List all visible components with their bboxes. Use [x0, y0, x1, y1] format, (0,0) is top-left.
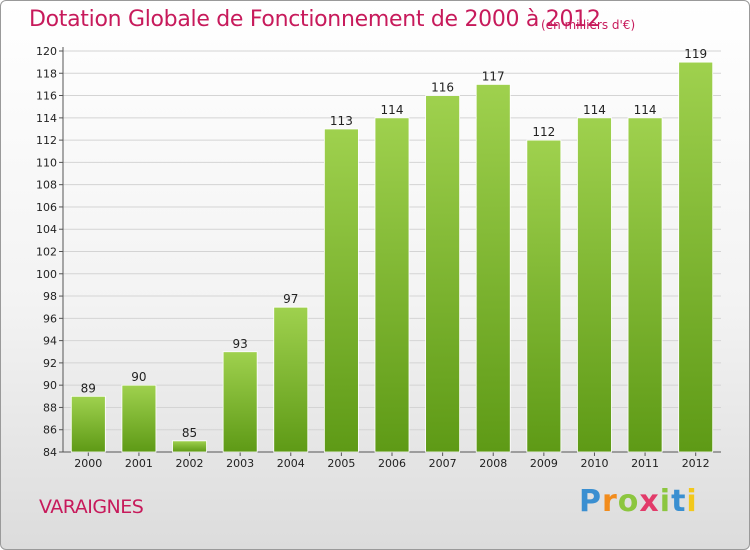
x-tick-label: 2000	[74, 457, 102, 470]
y-tick-label: 86	[43, 424, 57, 437]
logo-letter: r	[602, 484, 618, 519]
bar	[678, 61, 714, 453]
data-label: 114	[381, 103, 404, 117]
bar	[526, 139, 562, 453]
y-tick-label: 116	[36, 90, 57, 103]
data-label: 85	[182, 426, 197, 440]
logo-letter: i	[659, 484, 672, 519]
data-label: 113	[330, 114, 353, 128]
data-label: 93	[233, 337, 248, 351]
bar	[374, 117, 410, 453]
bar	[70, 395, 106, 453]
commune-name: VARAIGNES	[39, 496, 144, 518]
y-tick-label: 114	[36, 112, 57, 125]
x-tick-label: 2002	[176, 457, 204, 470]
x-tick-label: 2001	[125, 457, 153, 470]
y-tick-label: 110	[36, 156, 57, 169]
bar	[172, 440, 207, 453]
bar	[323, 128, 359, 453]
y-tick-label: 104	[36, 223, 57, 236]
bar	[627, 117, 663, 453]
bar	[273, 306, 309, 453]
y-tick-label: 92	[43, 357, 57, 370]
y-tick-label: 112	[36, 134, 57, 147]
logo-letter: t	[671, 484, 687, 519]
x-tick-label: 2008	[479, 457, 507, 470]
y-tick-label: 118	[36, 67, 57, 80]
data-label: 90	[131, 370, 146, 384]
bar	[425, 95, 461, 453]
data-label: 117	[482, 69, 505, 83]
bars	[70, 61, 714, 453]
data-label: 116	[431, 81, 454, 95]
y-tick-label: 120	[36, 45, 57, 58]
x-tick-label: 2007	[429, 457, 457, 470]
x-tick-label: 2012	[682, 457, 710, 470]
data-label: 112	[532, 125, 555, 139]
x-tick-label: 2011	[631, 457, 659, 470]
unit-note: (en milliers d'€)	[541, 18, 636, 32]
logo-letter: P	[579, 484, 602, 519]
y-tick-label: 94	[43, 335, 57, 348]
y-tick-label: 102	[36, 246, 57, 259]
y-tick-label: 98	[43, 290, 57, 303]
x-tick-label: 2005	[327, 457, 355, 470]
logo-letter: x	[639, 484, 660, 519]
chart-title: Dotation Globale de Fonctionnement de 20…	[29, 7, 601, 32]
bar	[577, 117, 612, 453]
y-tick-label: 96	[43, 312, 57, 325]
y-tick-label: 90	[43, 379, 57, 392]
x-tick-label: 2003	[226, 457, 254, 470]
y-tick-label: 100	[36, 268, 57, 281]
x-tick-label: 2006	[378, 457, 406, 470]
data-label: 114	[634, 103, 657, 117]
data-label: 119	[684, 47, 707, 61]
y-tick-label: 108	[36, 179, 57, 192]
data-label: 89	[81, 381, 96, 395]
x-tick-label: 2009	[530, 457, 558, 470]
bar	[475, 84, 511, 453]
proxiti-logo[interactable]: Proxiti	[579, 484, 698, 519]
bar	[121, 384, 157, 453]
data-label: 97	[283, 292, 298, 306]
y-tick-label: 88	[43, 401, 57, 414]
x-tick-label: 2004	[277, 457, 305, 470]
logo-letter: i	[686, 484, 698, 519]
y-tick-label: 106	[36, 201, 57, 214]
x-tick-label: 2010	[580, 457, 608, 470]
y-tick-label: 84	[43, 446, 57, 459]
data-label: 114	[583, 103, 606, 117]
labels: 84 86 88 90 92 94 96 98 100 102 104 106 108 110 112 114…	[36, 45, 710, 470]
bar	[222, 351, 258, 453]
logo-letter: o	[617, 484, 640, 519]
